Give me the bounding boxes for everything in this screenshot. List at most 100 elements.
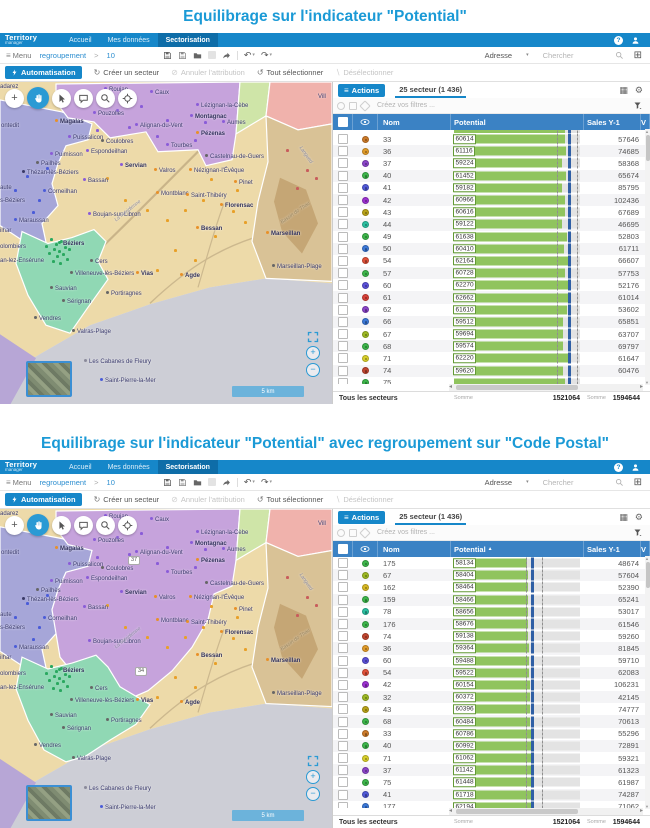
column-header-sales[interactable]: Sales Y-1: [584, 114, 641, 130]
row-checkbox[interactable]: [338, 134, 348, 145]
fit-extent-icon[interactable]: [307, 755, 319, 767]
sector-visibility-icon[interactable]: [362, 184, 369, 192]
scroll-down-arrow[interactable]: ▼: [645, 804, 649, 809]
vertical-scrollbar[interactable]: ▲ ▼: [645, 129, 650, 385]
sector-visibility-icon[interactable]: [362, 791, 369, 799]
table-row[interactable]: 54 59522 62083: [333, 666, 650, 679]
row-checkbox[interactable]: [338, 231, 348, 242]
table-row[interactable]: 36 61116 74685: [333, 145, 650, 158]
table-row[interactable]: 74 59138 59260: [333, 630, 650, 643]
breadcrumb-10[interactable]: 10: [106, 477, 115, 487]
layout-grid-icon[interactable]: ▦: [619, 511, 628, 522]
table-row[interactable]: 176 58676 61546: [333, 617, 650, 631]
sector-visibility-icon[interactable]: [362, 778, 369, 786]
table-row[interactable]: 68 60484 70613: [333, 715, 650, 728]
filter-add-icon[interactable]: [337, 101, 345, 110]
row-checkbox[interactable]: [338, 255, 348, 266]
sector-visibility-icon[interactable]: [362, 718, 369, 726]
sector-visibility-icon[interactable]: [362, 742, 369, 750]
scroll-up-arrow[interactable]: ▲: [645, 129, 649, 134]
folder-icon[interactable]: [193, 51, 202, 60]
user-icon[interactable]: [631, 463, 640, 472]
sector-visibility-icon[interactable]: [362, 705, 369, 713]
help-icon[interactable]: ?: [614, 35, 623, 45]
table-row[interactable]: 75: [333, 376, 650, 384]
sector-visibility-icon[interactable]: [362, 803, 369, 808]
sector-visibility-icon[interactable]: [362, 208, 369, 216]
table-row[interactable]: 177 62194 71062: [333, 800, 650, 808]
table-row[interactable]: 67 59694 63707: [333, 328, 650, 341]
row-checkbox[interactable]: [338, 667, 348, 678]
table-row[interactable]: 60 59488 59710: [333, 654, 650, 667]
help-icon[interactable]: ?: [614, 462, 623, 472]
actions-button[interactable]: ≡ Actions: [338, 510, 386, 524]
scroll-right-arrow[interactable]: ▸: [639, 808, 643, 814]
table-row[interactable]: 60 62270 52176: [333, 279, 650, 292]
minimap[interactable]: [26, 361, 72, 397]
row-checkbox[interactable]: [338, 740, 348, 751]
sector-visibility-icon[interactable]: [362, 196, 369, 204]
table-row[interactable]: 66 59512 65851: [333, 315, 650, 328]
search-input[interactable]: Chercher: [542, 50, 574, 60]
row-checkbox[interactable]: [338, 341, 348, 352]
scroll-down-arrow[interactable]: ▼: [645, 380, 649, 385]
table-row[interactable]: 32 60372 42145: [333, 691, 650, 704]
share-icon[interactable]: [222, 478, 231, 487]
filter-expand-icon[interactable]: [359, 526, 371, 539]
search-icon[interactable]: [615, 478, 624, 487]
tab-accueil[interactable]: Accueil: [69, 36, 92, 44]
zoom-selection-tool[interactable]: [96, 88, 115, 108]
tab-mes-donnees[interactable]: Mes données: [107, 36, 150, 44]
row-checkbox[interactable]: [338, 195, 348, 206]
sector-visibility-icon[interactable]: [362, 669, 369, 677]
sector-visibility-icon[interactable]: [362, 620, 369, 628]
create-sector-button[interactable]: ↻ Créer un secteur: [93, 68, 160, 77]
sector-visibility-icon[interactable]: [362, 754, 369, 762]
address-dropdown[interactable]: Adresse ▾: [484, 50, 529, 60]
sector-visibility-icon[interactable]: [362, 608, 369, 616]
sector-visibility-icon[interactable]: [362, 730, 369, 738]
table-row[interactable]: 61 62662 61014: [333, 291, 650, 304]
table-row[interactable]: 68 59574 69797: [333, 340, 650, 353]
sector-visibility-icon[interactable]: [362, 233, 369, 241]
select-all-checkbox[interactable]: [337, 544, 348, 554]
scroll-left-arrow[interactable]: ◂: [449, 808, 453, 814]
table-row[interactable]: 57 60728 57753: [333, 267, 650, 280]
table-row[interactable]: 78 58656 53017: [333, 605, 650, 618]
select-cursor-tool[interactable]: [52, 515, 71, 535]
search-input[interactable]: Chercher: [542, 477, 574, 487]
scrollbar-thumb[interactable]: [456, 809, 578, 814]
scrollbar-thumb[interactable]: [645, 562, 650, 588]
automatisation-button[interactable]: Automatisation: [5, 493, 82, 506]
menu-button[interactable]: ≡ Menu: [6, 477, 32, 487]
filter-edit-icon[interactable]: [349, 101, 357, 110]
save-icon[interactable]: [163, 478, 172, 487]
filter-add-icon[interactable]: [337, 528, 345, 537]
sector-visibility-icon[interactable]: [362, 318, 369, 326]
table-row[interactable]: 75 61448 61987: [333, 776, 650, 789]
folder-icon[interactable]: [193, 478, 202, 487]
locate-tool[interactable]: [118, 88, 137, 108]
row-checkbox[interactable]: [338, 268, 348, 279]
row-checkbox[interactable]: [338, 789, 348, 800]
row-checkbox[interactable]: [338, 170, 348, 181]
sector-visibility-icon[interactable]: [362, 571, 369, 579]
save-icon[interactable]: [163, 51, 172, 60]
row-checkbox[interactable]: [338, 292, 348, 303]
table-row[interactable]: 74 59620 60476: [333, 364, 650, 377]
table-row[interactable]: 33 60786 55296: [333, 727, 650, 740]
minimap[interactable]: [26, 785, 72, 821]
column-header-nom[interactable]: Nom: [378, 541, 451, 557]
row-checkbox[interactable]: [338, 377, 348, 384]
row-checkbox[interactable]: [338, 777, 348, 788]
scrollbar-thumb[interactable]: [456, 385, 578, 390]
redo-button[interactable]: ↷ ▾: [260, 476, 272, 487]
automatisation-button[interactable]: Automatisation: [5, 66, 82, 79]
sector-visibility-icon[interactable]: [362, 693, 369, 701]
table-row[interactable]: 71 62220 61647: [333, 352, 650, 365]
actions-button[interactable]: ≡ Actions: [338, 83, 386, 97]
add-button[interactable]: +: [5, 88, 24, 108]
undo-button[interactable]: ↶ ▾: [243, 476, 255, 487]
table-row[interactable]: 41 59182 85795: [333, 181, 650, 194]
sector-visibility-icon[interactable]: [362, 330, 369, 338]
